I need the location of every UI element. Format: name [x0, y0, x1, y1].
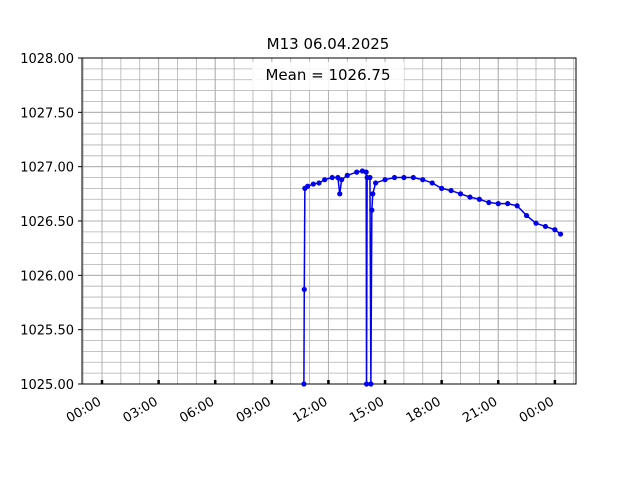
point — [363, 169, 369, 175]
point — [542, 223, 549, 230]
x-tick-label: 06:00 — [177, 394, 217, 426]
point — [391, 174, 398, 181]
y-tick-label: 1025.00 — [20, 378, 74, 393]
point — [505, 201, 511, 207]
series-line — [303, 170, 561, 384]
annotation: Mean = 1026.75 — [265, 66, 390, 84]
point — [354, 169, 360, 175]
chart-title: M13 06.04.2025 — [267, 35, 390, 53]
x-tick-label: 03:00 — [121, 394, 161, 426]
x-tick-label: 00:00 — [64, 394, 104, 426]
point — [337, 191, 343, 197]
y-tick-label: 1026.00 — [20, 269, 74, 284]
point — [344, 172, 350, 178]
point — [301, 286, 307, 293]
point — [476, 196, 482, 202]
point — [301, 381, 307, 387]
point — [523, 212, 530, 219]
y-tick-label: 1025.50 — [20, 324, 74, 339]
point — [401, 174, 407, 181]
x-tick-label: 15:00 — [347, 394, 387, 426]
point — [439, 185, 445, 191]
point — [316, 180, 322, 186]
y-tick-label: 1028.00 — [20, 52, 74, 67]
point — [368, 381, 374, 387]
point — [557, 231, 564, 237]
point — [533, 220, 539, 226]
x-tick-label: 09:00 — [234, 394, 274, 426]
point — [420, 177, 426, 183]
point — [370, 191, 376, 197]
point — [373, 180, 379, 186]
x-tick-label: 12:00 — [290, 394, 330, 426]
point — [367, 174, 373, 181]
x-tick-label: 00:00 — [517, 394, 557, 426]
point — [310, 181, 316, 187]
point — [305, 183, 311, 189]
point — [339, 177, 345, 183]
point — [322, 177, 328, 183]
y-tick-label: 1026.50 — [20, 215, 74, 230]
y-tick-label: 1027.00 — [20, 161, 74, 176]
annotation-box — [252, 62, 404, 90]
axes-frame — [81, 57, 577, 385]
point — [457, 191, 464, 197]
point — [448, 187, 454, 194]
point — [514, 203, 520, 209]
point — [552, 227, 558, 233]
point — [335, 174, 341, 181]
point — [363, 381, 370, 387]
x-tick-label: 18:00 — [404, 394, 444, 426]
point — [369, 207, 375, 213]
point — [495, 201, 501, 207]
x-tick-label: 21:00 — [460, 394, 500, 426]
y-tick-label: 1027.50 — [20, 106, 74, 121]
point — [410, 174, 416, 181]
point — [486, 199, 492, 206]
point — [329, 174, 335, 181]
point — [382, 177, 388, 183]
point — [429, 180, 435, 186]
point — [467, 194, 473, 200]
